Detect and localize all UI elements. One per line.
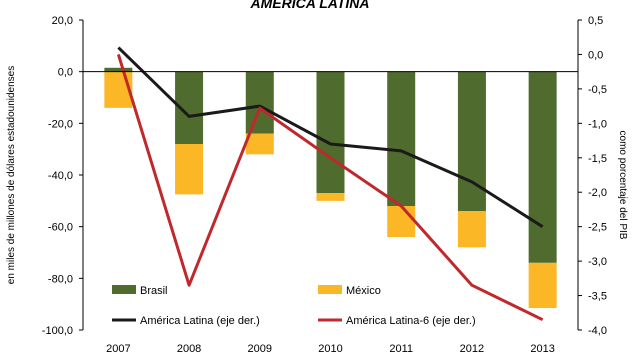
bar-brasil-2012 — [457, 71, 486, 212]
y2-tick-label: -1,0 — [588, 118, 607, 130]
bar-m-xico-2012 — [457, 211, 486, 248]
y-tick-label: -40,0 — [48, 170, 73, 182]
axes: 20,0 0,0 -20,0 -40,0 -60,0 -80,0 -100,0 0,5 0,0 -… — [42, 15, 607, 352]
bar-m-xico-2009 — [245, 133, 274, 155]
lines — [116, 46, 544, 322]
y2-tick-label: -3,5 — [588, 291, 607, 303]
y2-tick-label: -4,0 — [588, 325, 607, 337]
legend-label-am-rica-latina-6-eje-der-: América Latina-6 (eje der.) — [346, 315, 476, 327]
x-tick-label: 2008 — [177, 343, 201, 352]
y-tick-label: -80,0 — [48, 273, 73, 285]
legend-swatch-brasil — [112, 285, 136, 294]
legend-label-m-xico: México — [346, 285, 381, 297]
bar-m-xico-2011 — [387, 206, 416, 237]
x-tick-label: 2013 — [530, 343, 554, 352]
legend-swatch-m-xico — [318, 285, 342, 294]
y-axis-label: en miles de millones de dólares estadoun… — [6, 66, 17, 284]
legend: Brasil México América Latina (eje der.) Amé… — [112, 285, 476, 327]
y2-tick-label: -0,5 — [588, 84, 607, 96]
y2-tick-label: -2,0 — [588, 187, 607, 199]
y-tick-label: -100,0 — [42, 325, 73, 337]
y2-tick-label: -2,5 — [588, 222, 607, 234]
y-tick-label: 0,0 — [58, 67, 73, 79]
x-tick-label: 2007 — [106, 343, 130, 352]
y2-tick-label: -1,5 — [588, 153, 607, 165]
y2-tick-label: 0,0 — [588, 49, 603, 61]
bar-brasil-2009 — [245, 71, 274, 134]
y-tick-label: -60,0 — [48, 222, 73, 234]
bars — [104, 67, 557, 309]
bar-brasil-2013 — [528, 71, 557, 263]
bar-m-xico-2008 — [175, 144, 204, 195]
y2-axis-label: como porcentaje del PIB — [617, 131, 628, 240]
legend-label-am-rica-latina-eje-der-: América Latina (eje der.) — [140, 315, 260, 327]
y2-tick-label: -3,0 — [588, 256, 607, 268]
bar-brasil-2011 — [387, 71, 416, 207]
bar-m-xico-2013 — [528, 262, 557, 309]
line-am-rica-latina-eje-der- — [117, 46, 544, 228]
chart-title: AMÉRICA LATINA — [250, 0, 370, 11]
bar-brasil-2010 — [316, 71, 345, 194]
x-tick-label: 2009 — [248, 343, 272, 352]
y-tick-label: 20,0 — [52, 15, 73, 27]
bar-m-xico-2010 — [316, 193, 345, 201]
y2-tick-label: 0,5 — [588, 15, 603, 27]
x-tick-label: 2011 — [389, 343, 413, 352]
legend-label-brasil: Brasil — [140, 285, 168, 297]
y-tick-label: -20,0 — [48, 118, 73, 130]
line-am-rica-latina-6-eje-der- — [116, 53, 544, 322]
x-tick-label: 2010 — [318, 343, 342, 352]
bar-brasil-2007 — [104, 67, 133, 72]
x-tick-label: 2012 — [460, 343, 484, 352]
